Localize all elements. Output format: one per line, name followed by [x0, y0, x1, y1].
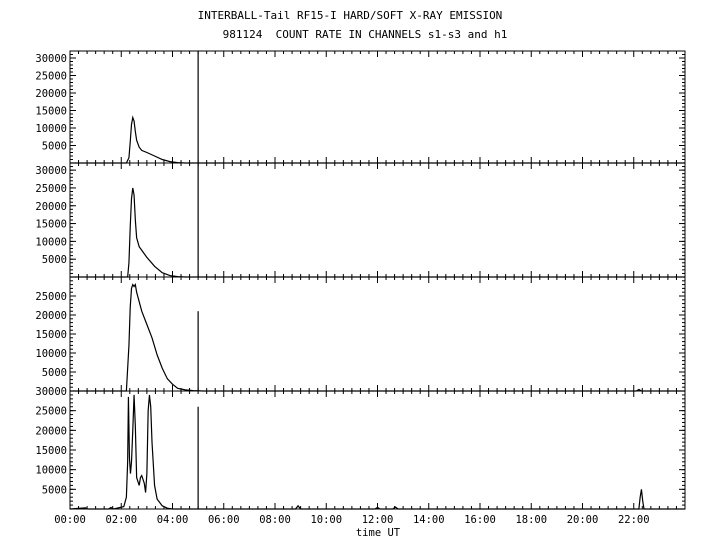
panel-4-frame	[69, 390, 686, 510]
x-tick-label: 04:00	[157, 514, 189, 526]
panel-2-y-tick-label: 25000	[35, 183, 67, 195]
chart-title: INTERBALL-Tail RF15-I HARD/SOFT X-RAY EM…	[197, 9, 503, 22]
panel-3-frame	[69, 276, 686, 392]
panel-2-y-tick-label: 5000	[42, 254, 67, 266]
panel-4-y-tick-label: 30000	[35, 386, 67, 398]
panel-3-y-tick-label: 10000	[35, 348, 67, 360]
panel-4-y-tick-label: 15000	[35, 445, 67, 457]
panel-1-y-tick-label: 15000	[35, 106, 67, 118]
panel-2-y-tick-label: 20000	[35, 201, 67, 213]
panel-4-y-tick-label: 10000	[35, 465, 67, 477]
x-tick-label: 00:00	[54, 514, 86, 526]
panel-3-y-tick-label: 25000	[35, 291, 67, 303]
panel-2-frame	[69, 162, 686, 278]
panel-4-y-tick-label: 5000	[42, 484, 67, 496]
panel-2-y-tick-label: 10000	[35, 236, 67, 248]
x-tick-label: 02:00	[105, 514, 137, 526]
x-tick-label: 20:00	[567, 514, 599, 526]
panel-2-y-tick-label: 15000	[35, 219, 67, 231]
panel-3-y-tick-label: 20000	[35, 310, 67, 322]
x-tick-label: 14:00	[413, 514, 445, 526]
x-axis-label: time UT	[356, 527, 401, 539]
panel-1-series-line	[70, 115, 685, 164]
panel-1-frame	[69, 50, 686, 164]
panel-1-y-tick-label: 5000	[42, 141, 67, 153]
x-tick-label: 06:00	[208, 514, 240, 526]
x-tick-label: 12:00	[362, 514, 394, 526]
panel-3-series-line	[70, 283, 685, 392]
x-tick-label: 08:00	[259, 514, 291, 526]
panel-4-series-line	[69, 394, 685, 510]
panel-1-y-tick-label: 25000	[35, 71, 67, 83]
panel-2-series-line	[70, 187, 685, 278]
panel-1-y-tick-label: 30000	[35, 53, 67, 65]
panel-1-y-tick-label: 20000	[35, 88, 67, 100]
chart-subtitle: 981124 COUNT RATE IN CHANNELS s1-s3 and …	[222, 28, 508, 41]
panel-4-y-tick-label: 20000	[35, 425, 67, 437]
x-tick-label: 22:00	[618, 514, 650, 526]
x-tick-label: 18:00	[515, 514, 547, 526]
x-tick-label: 10:00	[310, 514, 342, 526]
panel-4-y-tick-label: 25000	[35, 406, 67, 418]
x-tick-label: 16:00	[464, 514, 496, 526]
panel-3-y-tick-label: 5000	[42, 367, 67, 379]
panel-2-y-tick-label: 30000	[35, 165, 67, 177]
panel-3-y-tick-label: 15000	[35, 329, 67, 341]
panel-1-y-tick-label: 10000	[35, 123, 67, 135]
